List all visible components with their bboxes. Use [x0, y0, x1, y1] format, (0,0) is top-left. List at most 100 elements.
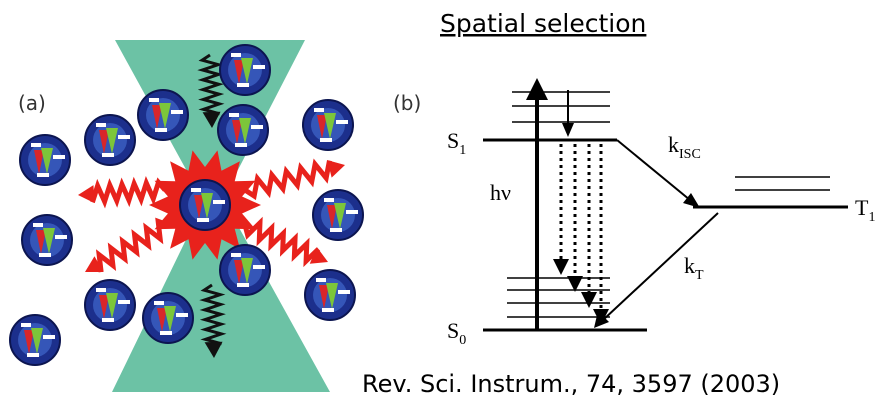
tag — [231, 53, 241, 57]
arrowhead — [683, 193, 700, 208]
molecule — [179, 179, 231, 231]
dipole-red — [99, 130, 109, 154]
molecule — [219, 44, 271, 96]
dipole-red — [34, 150, 44, 174]
emission-arrow — [90, 176, 167, 209]
tag — [39, 253, 51, 257]
label-text: k — [668, 132, 679, 157]
vibrational-levels — [507, 91, 830, 318]
molecule — [302, 99, 354, 151]
arrowhead — [327, 160, 345, 178]
dipole-green — [43, 228, 55, 254]
arrowhead — [85, 256, 104, 272]
tag — [316, 278, 326, 282]
dipole-red — [194, 195, 204, 219]
dipole-green — [164, 306, 176, 332]
label-text: S — [447, 318, 459, 343]
tag — [160, 331, 172, 335]
tag — [96, 288, 106, 292]
tag — [346, 210, 358, 214]
tag — [154, 301, 164, 305]
s1-label: S1 — [447, 128, 466, 158]
beam-arrow — [197, 53, 225, 116]
label-sub: 0 — [459, 333, 466, 348]
dipole-green — [326, 283, 338, 309]
tag — [21, 323, 31, 327]
tag — [338, 290, 350, 294]
level-labels: S1 S0 T1 hν kISC kT — [447, 128, 875, 348]
molecule — [19, 134, 71, 186]
tag — [229, 113, 239, 117]
tag — [251, 125, 263, 129]
tag — [102, 153, 114, 157]
panel-label: (a) — [18, 91, 46, 115]
beam-arrow — [199, 283, 227, 346]
tag — [320, 138, 332, 142]
label-text: k — [684, 253, 695, 278]
dipole-green — [241, 58, 253, 84]
kisc-label: kISC — [668, 132, 701, 162]
tag — [237, 83, 249, 87]
tag — [253, 65, 265, 69]
tag — [171, 110, 183, 114]
tag — [322, 308, 334, 312]
dipole-red — [317, 115, 327, 139]
tag — [53, 155, 65, 159]
tag — [43, 335, 55, 339]
emission-arrow — [95, 217, 169, 273]
molecule — [304, 269, 356, 321]
panel-label: (b) — [393, 91, 421, 115]
dipole-red — [234, 60, 244, 84]
tag — [324, 198, 334, 202]
label-sub: 1 — [868, 210, 875, 225]
tag — [37, 173, 49, 177]
phosphorescence-arrow — [602, 212, 719, 321]
tag — [149, 98, 159, 102]
tag — [118, 135, 130, 139]
tag — [237, 283, 249, 287]
dipole-red — [152, 105, 162, 129]
dipole-green — [41, 148, 53, 174]
citation: Rev. Sci. Instrum., 74, 3597 (2003) — [362, 370, 780, 398]
label-sub: ISC — [679, 147, 701, 162]
tag — [55, 235, 67, 239]
label-text: T — [855, 195, 869, 220]
tag — [31, 143, 41, 147]
molecule — [21, 214, 73, 266]
tag — [336, 120, 348, 124]
tag — [155, 128, 167, 132]
tag — [191, 188, 201, 192]
molecule — [9, 314, 61, 366]
emission-arrow — [243, 158, 332, 201]
molecule — [142, 292, 194, 344]
tag — [176, 313, 188, 317]
tag — [231, 253, 241, 257]
dipole-green — [241, 258, 253, 284]
arrowhead — [562, 123, 574, 137]
excitation-label: hν — [490, 180, 511, 205]
label-sub: T — [695, 268, 704, 283]
arrowhead — [309, 247, 328, 264]
dipole-green — [106, 128, 118, 154]
label-sub: 1 — [459, 143, 466, 158]
kt-label: kT — [684, 253, 704, 283]
panel-a: (a) — [9, 40, 364, 392]
dipole-green — [106, 293, 118, 319]
dipole-red — [157, 308, 167, 332]
dipole-green — [239, 118, 251, 144]
tag — [33, 223, 43, 227]
molecule — [84, 279, 136, 331]
title: Spatial selection — [440, 9, 646, 38]
dipole-red — [327, 205, 337, 229]
emission-arrow — [242, 216, 321, 268]
label-text: S — [447, 128, 459, 153]
molecule — [217, 104, 269, 156]
tag — [330, 228, 342, 232]
arrowhead — [78, 185, 95, 204]
dipole-green — [334, 203, 346, 229]
t1-label: T1 — [855, 195, 875, 225]
molecule — [84, 114, 136, 166]
panel-b — [483, 78, 848, 332]
tag — [102, 318, 114, 322]
dipole-green — [324, 113, 336, 139]
